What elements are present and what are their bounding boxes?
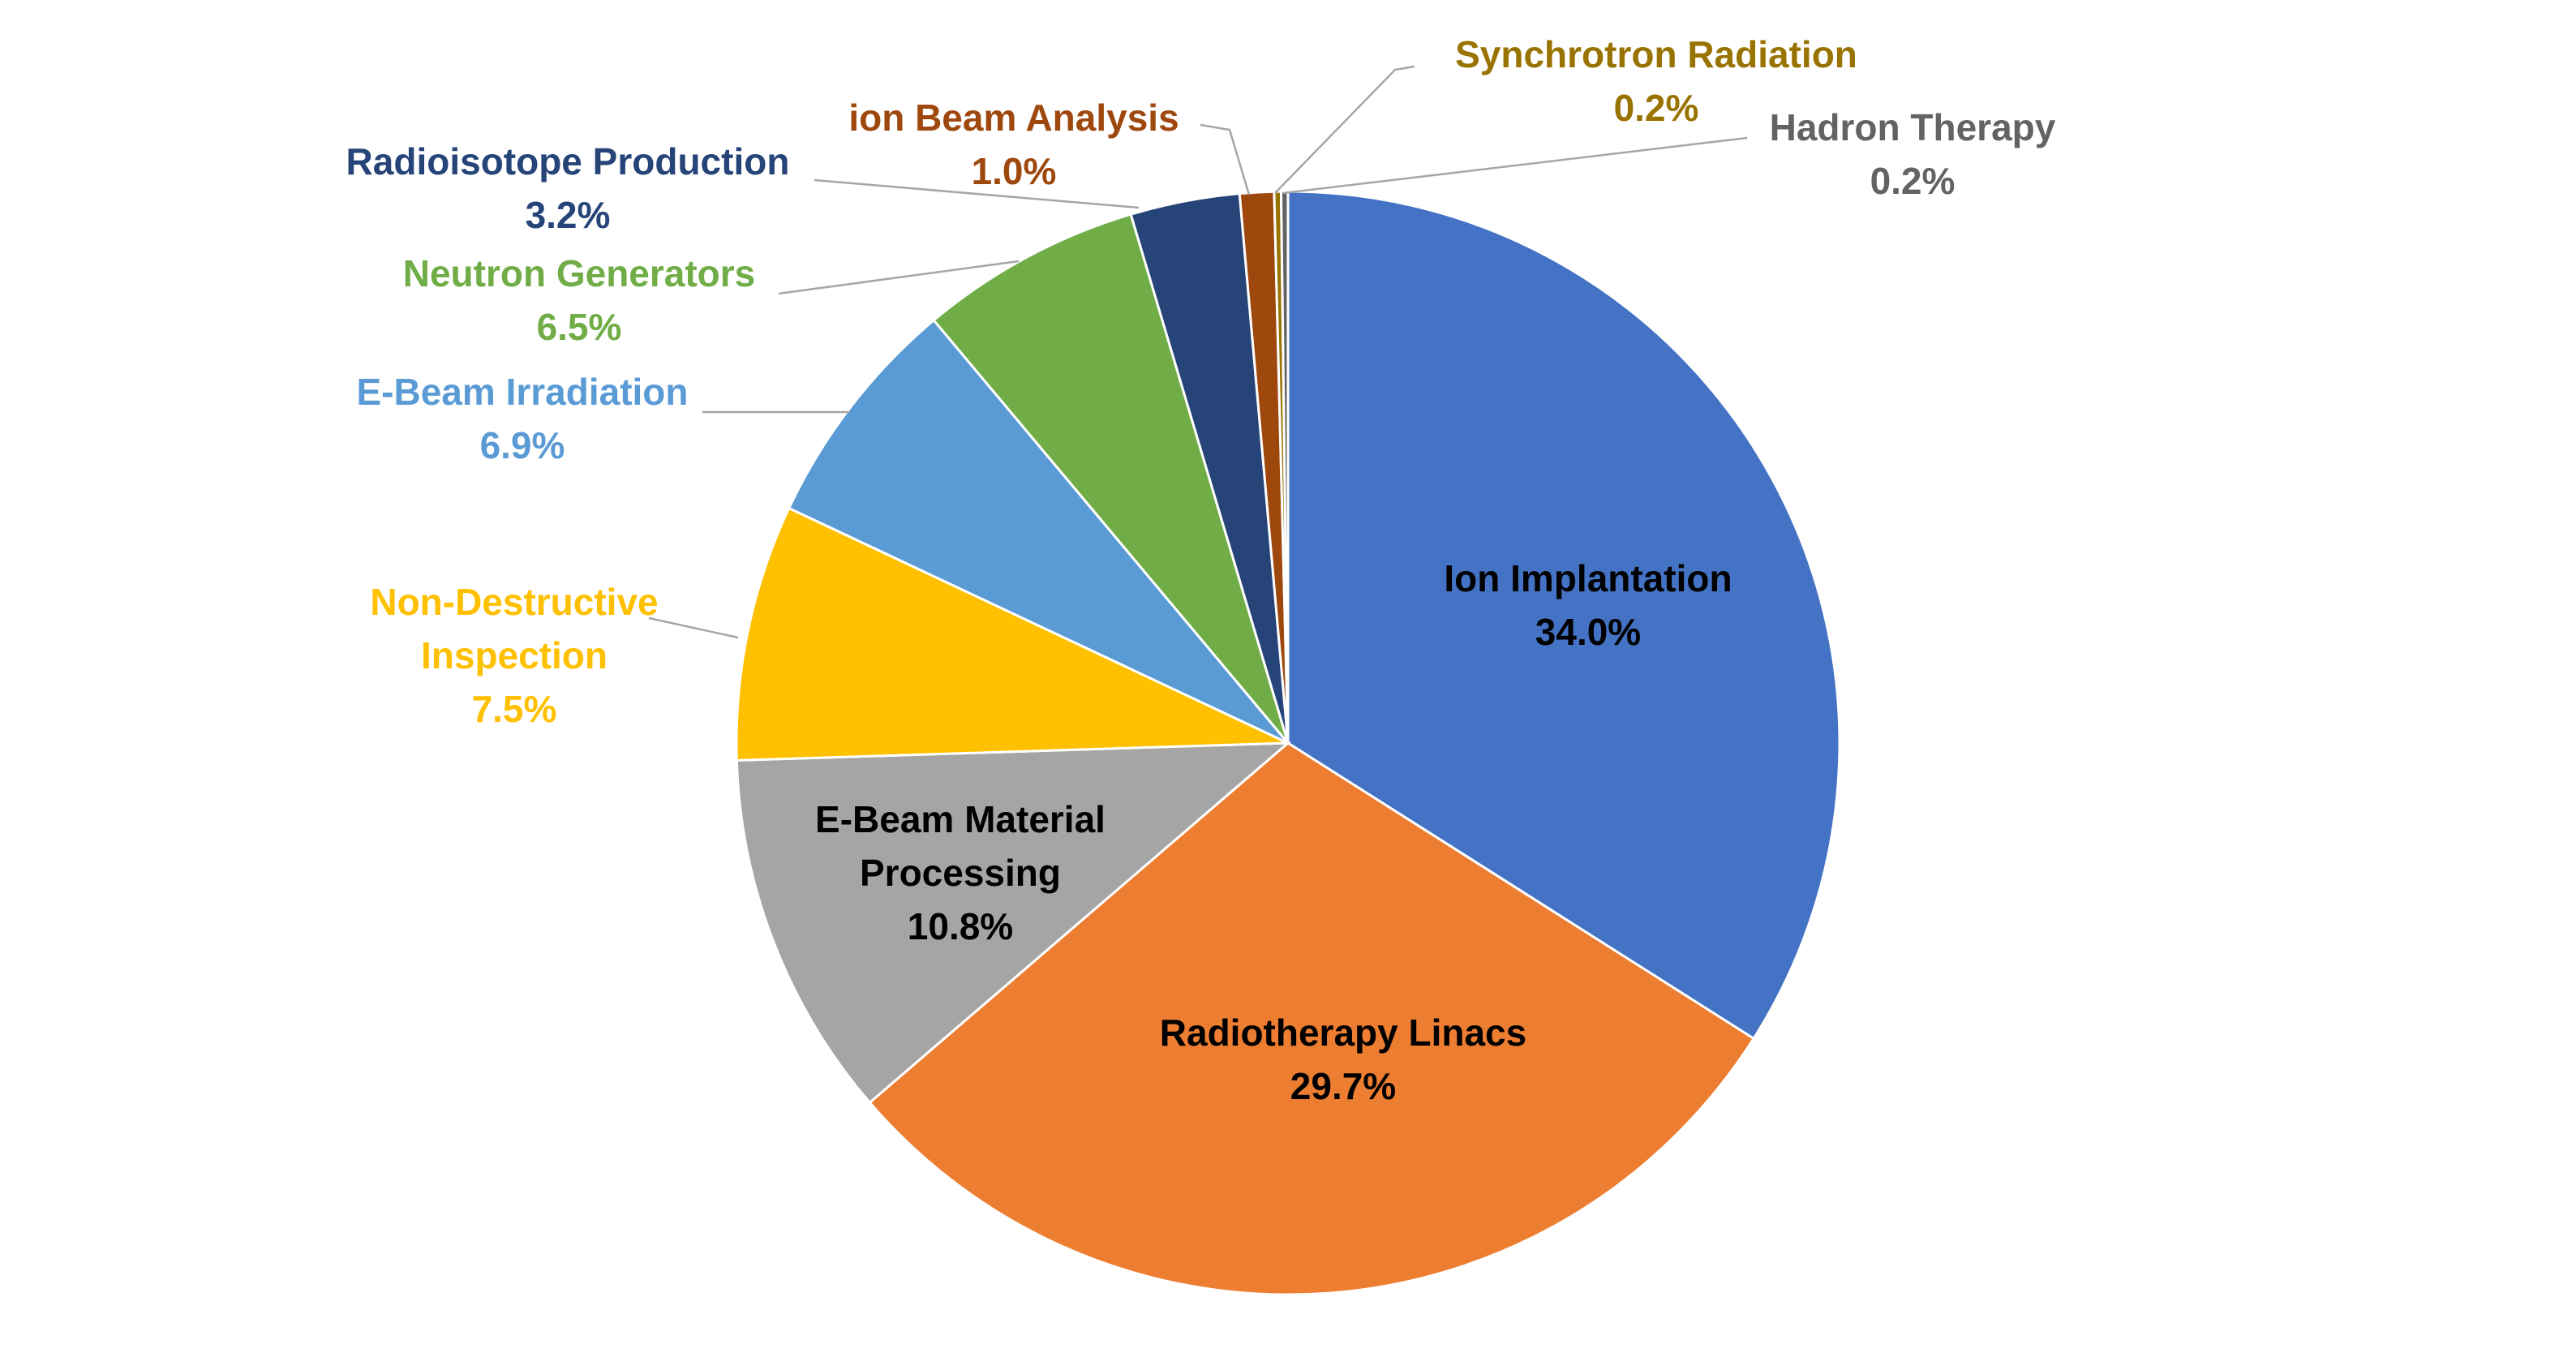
- data-label-synchrotron-radiation: Synchrotron Radiation 0.2%: [1455, 33, 1857, 129]
- slice-name-label: Non-Destructive: [370, 581, 658, 623]
- slices-layer: [735, 190, 1841, 1296]
- data-label-radiotherapy-linacs: Radiotherapy Linacs 29.7%: [1160, 1012, 1526, 1107]
- slice-name-label: Synchrotron Radiation: [1455, 33, 1857, 75]
- slice-percent-label: 6.9%: [480, 424, 565, 466]
- slice-percent-label: 7.5%: [472, 688, 557, 730]
- data-label-e-beam-material-processing: E-Beam Material Processing 10.8%: [815, 798, 1106, 947]
- slice-name-label: Ion Implantation: [1444, 557, 1732, 599]
- data-label-hadron-therapy: Hadron Therapy 0.2%: [1770, 106, 2056, 202]
- data-label-ion-beam-analysis: ion Beam Analysis 1.0%: [848, 97, 1179, 192]
- slice-percent-label: 0.2%: [1870, 160, 1956, 202]
- leader-line-ion-beam-analysis: [1200, 123, 1251, 195]
- data-label-non-destructive-inspection: Non-Destructive Inspection 7.5%: [370, 581, 658, 730]
- slice-name-label: Radiotherapy Linacs: [1160, 1012, 1526, 1054]
- slice-percent-label: 1.0%: [972, 150, 1057, 192]
- data-label-neutron-generators: Neutron Generators 6.5%: [403, 252, 756, 348]
- pie-slice-non-destructive-inspection: [735, 506, 1289, 762]
- leader-lines-layer: [648, 65, 1748, 639]
- pie-slice-neutron-generators: [932, 213, 1290, 744]
- data-label-ion-implantation: Ion Implantation 34.0%: [1444, 557, 1732, 653]
- slice-percent-label: 3.2%: [526, 194, 611, 236]
- slice-name-label: Inspection: [421, 634, 608, 676]
- pie-slice-hadron-therapy: [1279, 190, 1290, 744]
- leader-line-radioisotope-production: [814, 178, 1140, 209]
- pie-slice-ion-implantation: [1286, 190, 1841, 1041]
- slice-name-label: E-Beam Material: [815, 798, 1106, 840]
- slice-percent-label: 34.0%: [1535, 611, 1641, 653]
- slice-name-label: Processing: [860, 852, 1061, 894]
- slice-percent-label: 0.2%: [1614, 87, 1699, 129]
- pie-slice-e-beam-material-processing: [735, 741, 1292, 1105]
- slice-percent-label: 10.8%: [908, 905, 1013, 947]
- leader-line-non-destructive-inspection: [648, 616, 739, 639]
- leader-line-synchrotron-radiation: [1274, 65, 1415, 194]
- slice-percent-label: 29.7%: [1290, 1065, 1396, 1107]
- slice-percent-label: 6.5%: [537, 306, 622, 348]
- slice-name-label: Hadron Therapy: [1770, 106, 2056, 148]
- slice-name-label: Radioisotope Production: [346, 140, 790, 183]
- data-label-e-beam-irradiation: E-Beam Irradiation 6.9%: [357, 371, 689, 466]
- slice-name-label: ion Beam Analysis: [848, 97, 1179, 139]
- data-labels-layer: Ion Implantation 34.0% Radiotherapy Linacs…: [346, 33, 2056, 1107]
- pie-slice-radiotherapy-linacs: [868, 741, 1756, 1296]
- pie-slice-e-beam-irradiation: [787, 318, 1290, 745]
- slice-name-label: Neutron Generators: [403, 252, 756, 294]
- data-label-radioisotope-production: Radioisotope Production 3.2%: [346, 140, 790, 236]
- leader-line-neutron-generators: [778, 260, 1020, 295]
- slice-name-label: E-Beam Irradiation: [357, 371, 689, 413]
- leader-line-hadron-therapy: [1282, 136, 1748, 195]
